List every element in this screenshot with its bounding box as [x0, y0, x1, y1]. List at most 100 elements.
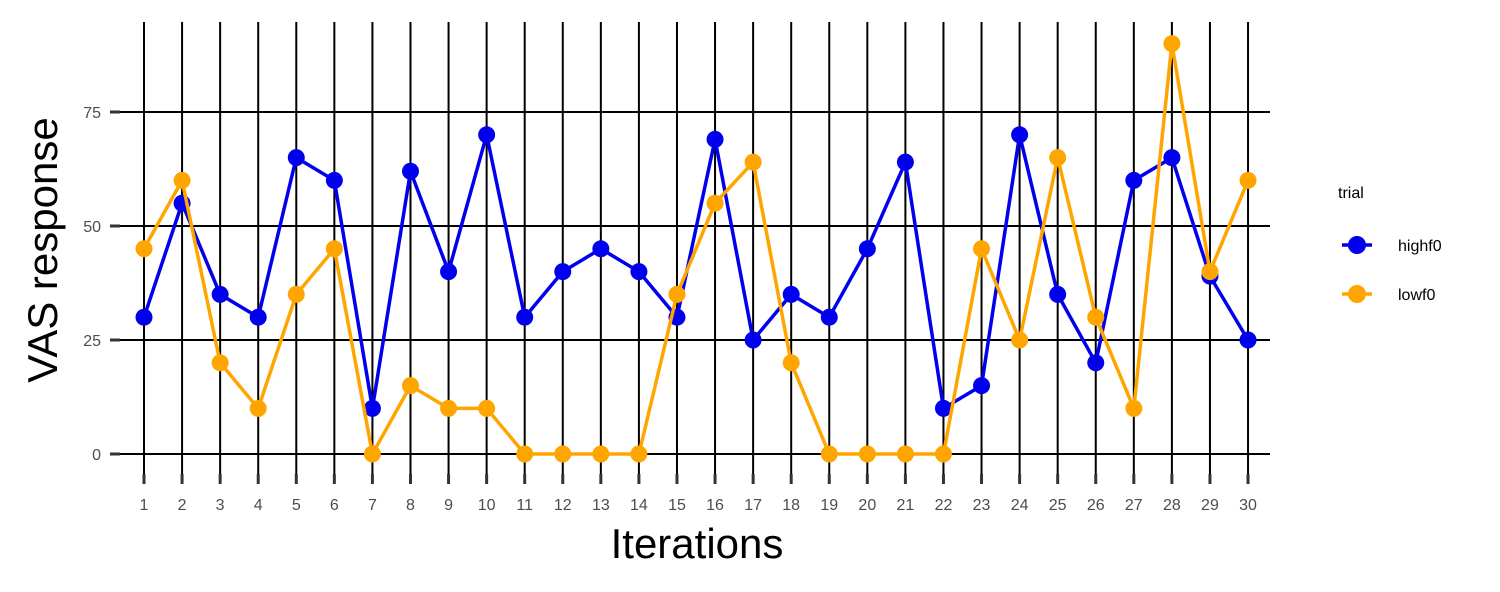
data-point-highf0 — [440, 263, 458, 281]
legend-label-highf0: highf0 — [1398, 238, 1442, 255]
x-tick-label: 28 — [1163, 497, 1181, 514]
data-point-lowf0 — [249, 399, 267, 417]
data-point-highf0 — [744, 331, 762, 349]
x-tick-label: 6 — [330, 497, 339, 514]
data-point-lowf0 — [934, 445, 952, 463]
data-point-lowf0 — [325, 240, 343, 258]
x-tick-label: 14 — [630, 497, 648, 514]
x-tick-label: 23 — [973, 497, 991, 514]
data-point-lowf0 — [211, 354, 229, 372]
data-point-lowf0 — [668, 285, 686, 303]
data-point-highf0 — [706, 130, 724, 148]
data-point-lowf0 — [973, 240, 991, 258]
data-point-lowf0 — [135, 240, 153, 258]
x-tick-label: 10 — [478, 497, 496, 514]
data-point-highf0 — [401, 162, 419, 180]
data-point-lowf0 — [896, 445, 914, 463]
x-tick-label: 11 — [516, 497, 533, 514]
data-point-lowf0 — [1125, 399, 1143, 417]
data-point-highf0 — [820, 308, 838, 326]
data-point-highf0 — [973, 377, 991, 395]
y-tick-label: 50 — [83, 219, 101, 236]
x-tick-label: 5 — [292, 497, 301, 514]
x-tick-label: 4 — [254, 497, 263, 514]
data-point-highf0 — [554, 263, 572, 281]
data-point-lowf0 — [287, 285, 305, 303]
x-tick-label: 1 — [140, 497, 149, 514]
data-point-lowf0 — [592, 445, 610, 463]
x-tick-label: 30 — [1239, 497, 1257, 514]
data-point-highf0 — [592, 240, 610, 258]
data-point-highf0 — [1163, 149, 1181, 167]
data-point-lowf0 — [516, 445, 534, 463]
data-point-lowf0 — [744, 153, 762, 171]
y-tick-label: 75 — [83, 105, 101, 122]
legend-marker-highf0 — [1348, 236, 1366, 254]
data-point-highf0 — [135, 308, 153, 326]
y-tick-label: 0 — [92, 447, 101, 464]
x-tick-label: 12 — [554, 497, 572, 514]
x-tick-label: 22 — [935, 497, 953, 514]
data-point-highf0 — [1049, 285, 1067, 303]
data-point-lowf0 — [440, 399, 458, 417]
data-series — [135, 35, 1257, 463]
data-point-lowf0 — [1011, 331, 1029, 349]
data-point-highf0 — [934, 399, 952, 417]
data-point-lowf0 — [554, 445, 572, 463]
legend-label-lowf0: lowf0 — [1398, 287, 1435, 304]
x-tick-label: 25 — [1049, 497, 1067, 514]
x-tick-label: 21 — [897, 497, 915, 514]
data-point-lowf0 — [1201, 263, 1219, 281]
data-point-highf0 — [211, 285, 229, 303]
series-line-highf0 — [142, 133, 1250, 411]
y-axis-title: VAS response — [19, 117, 66, 382]
x-tick-label: 7 — [368, 497, 377, 514]
data-point-lowf0 — [1087, 308, 1105, 326]
data-point-lowf0 — [478, 399, 496, 417]
data-point-lowf0 — [782, 354, 800, 372]
data-point-highf0 — [363, 399, 381, 417]
x-tick-label: 26 — [1087, 497, 1105, 514]
data-point-highf0 — [896, 153, 914, 171]
x-tick-label: 20 — [858, 497, 876, 514]
data-point-highf0 — [1011, 126, 1029, 144]
data-point-highf0 — [1087, 354, 1105, 372]
x-tick-label: 19 — [820, 497, 838, 514]
x-tick-label: 17 — [744, 497, 762, 514]
data-point-lowf0 — [858, 445, 876, 463]
x-tick-label: 3 — [216, 497, 225, 514]
x-tick-label: 29 — [1201, 497, 1219, 514]
data-point-lowf0 — [630, 445, 648, 463]
data-point-lowf0 — [363, 445, 381, 463]
x-tick-label: 16 — [706, 497, 724, 514]
x-axis-title: Iterations — [611, 520, 784, 567]
x-tick-label: 24 — [1011, 497, 1029, 514]
x-tick-label: 27 — [1125, 497, 1143, 514]
data-point-lowf0 — [401, 377, 419, 395]
data-point-highf0 — [630, 263, 648, 281]
data-point-lowf0 — [1239, 171, 1257, 189]
data-point-lowf0 — [1163, 35, 1181, 53]
x-tick-label: 2 — [178, 497, 187, 514]
x-tick-label: 15 — [668, 497, 686, 514]
data-point-highf0 — [1239, 331, 1257, 349]
legend-marker-lowf0 — [1348, 285, 1366, 303]
data-point-highf0 — [1125, 171, 1143, 189]
data-point-highf0 — [858, 240, 876, 258]
x-tick-label: 18 — [782, 497, 800, 514]
data-point-highf0 — [325, 171, 343, 189]
data-point-lowf0 — [173, 171, 191, 189]
data-point-lowf0 — [1049, 149, 1067, 167]
x-tick-label: 9 — [444, 497, 453, 514]
data-point-highf0 — [782, 285, 800, 303]
y-tick-label: 25 — [83, 333, 101, 350]
data-point-highf0 — [478, 126, 496, 144]
data-point-lowf0 — [820, 445, 838, 463]
legend-title: trial — [1338, 185, 1364, 202]
data-point-lowf0 — [706, 194, 724, 212]
data-point-highf0 — [287, 149, 305, 167]
legend: trial highf0 lowf0 — [1338, 185, 1442, 304]
x-tick-label: 13 — [592, 497, 610, 514]
